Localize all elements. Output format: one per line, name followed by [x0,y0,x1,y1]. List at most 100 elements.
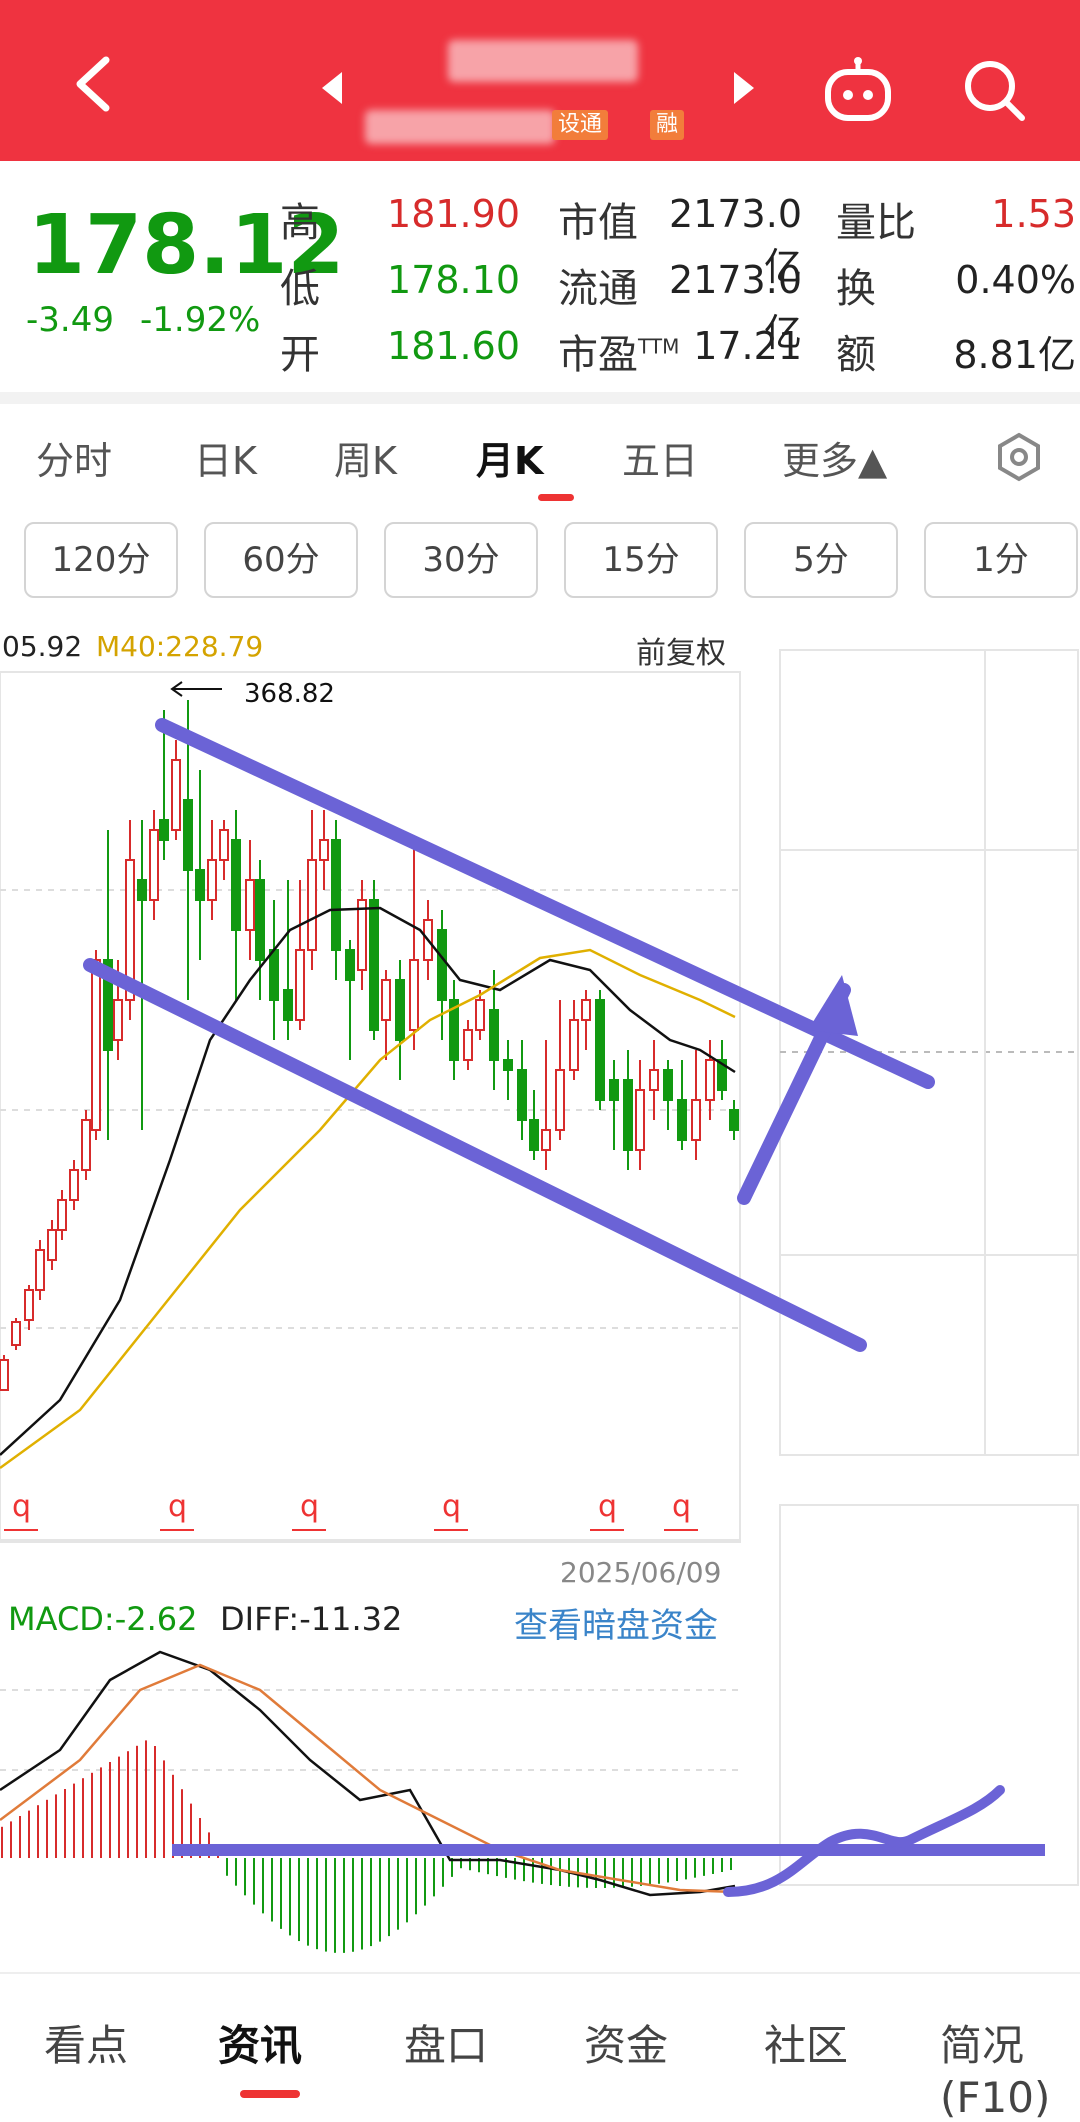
candle-body [463,1029,473,1061]
price-change-pct: -1.92% [140,300,261,340]
candle-body [529,1119,539,1151]
nav-item[interactable]: 资金 [584,2021,669,2070]
candle-body [503,1059,513,1071]
tag-connect: 设通 [552,110,609,140]
candle-body [595,999,605,1101]
prev-stock-icon[interactable] [318,70,346,106]
breakout-arrow-head [808,975,858,1036]
event-marker: q [598,1489,617,1524]
adjust-label[interactable]: 前复权 [636,636,726,671]
candle-body [0,1359,9,1391]
nav-item[interactable]: 简况(F10) [940,2021,1051,2122]
quote-label: 市值 [558,200,638,246]
max-price-label: 368.82 [244,679,335,709]
minute-button[interactable]: 120分 [24,522,178,598]
candle-body [395,979,405,1041]
event-marker: q [442,1489,461,1524]
candle-body [345,949,355,981]
quote-value: 178.10 [387,258,520,302]
tab-period[interactable]: 月K [476,439,544,483]
candle-body [47,1229,57,1261]
dea-line [0,1663,736,1894]
chart-date: 2025/06/09 [560,1556,722,1589]
candle-body [183,799,193,871]
price-change: -3.49 [26,300,114,340]
candle-body [357,899,367,971]
candle-body [569,1019,579,1071]
candle-body [717,1059,727,1091]
hexagon-settings-icon[interactable] [994,432,1044,482]
channel-upper-line [155,718,935,1089]
minute-button[interactable]: 30分 [384,522,538,598]
nav-item[interactable]: 看点 [44,2021,129,2070]
candle-body [295,949,305,1021]
tab-period[interactable]: 五日 [622,439,699,483]
stock-code-blurred [365,110,555,144]
dark-pool-link[interactable]: 查看暗盘资金 [514,1606,718,1646]
quote-label: 市盈TTM [558,332,680,378]
candle-body [541,1129,551,1151]
quote-label: 低 [280,266,320,312]
nav-item[interactable]: 盘口 [404,2021,489,2070]
candle-body [517,1069,527,1121]
nav-item[interactable]: 资讯 [218,2021,303,2070]
candle-body [195,869,205,901]
event-marker: q [168,1489,187,1524]
back-arrow-icon[interactable] [70,54,116,114]
candle-body [319,839,329,861]
nav-item[interactable]: 社区 [764,2021,849,2070]
candle-body [475,999,485,1031]
macd-label: MACD:-2.62 [8,1600,198,1638]
quote-label: 开 [280,332,320,378]
candle-body [409,959,419,1031]
event-marker: q [300,1489,319,1524]
candle-body [159,819,169,841]
minute-button[interactable]: 60分 [204,522,358,598]
bottom-nav-bar [0,1972,1080,2112]
quote-label: 换 [836,266,876,312]
tag-margin: 融 [650,110,685,140]
candle-body [231,839,241,931]
minute-button[interactable]: 1分 [924,522,1078,598]
ma40-line [0,948,736,1470]
max-arrow-head [170,681,183,697]
candle-body [691,1099,701,1141]
ma-left-label: 05.92 [2,630,83,663]
candle-body [705,1059,715,1101]
candle-body [649,1069,659,1091]
quote-value: 17.21 [693,324,802,368]
divider [0,392,1080,404]
candle-body [113,999,123,1041]
quote-value: 181.90 [387,192,520,236]
candle-body [149,829,159,901]
candle-body [489,1009,499,1061]
event-marker: q [12,1489,31,1524]
candle-body [663,1069,673,1101]
minute-button[interactable]: 5分 [744,522,898,598]
quote-value: 8.81亿 [953,333,1076,377]
minute-button[interactable]: 15分 [564,522,718,598]
channel-lower-line [83,958,867,1352]
tab-period[interactable]: 日K [194,439,257,483]
candle-body [449,999,459,1061]
candle-body [125,859,135,1001]
ma40-label: M40:228.79 [96,630,264,663]
tab-period[interactable]: 周K [334,439,397,483]
candle-body [269,949,279,1001]
next-stock-icon[interactable] [730,70,758,106]
tab-period[interactable]: 更多▲ [782,439,888,483]
robot-icon[interactable] [822,56,894,124]
nav-active-indicator [240,2090,300,2098]
search-icon[interactable] [960,56,1030,126]
candle-body [245,879,255,931]
candle-body [283,989,293,1021]
candle-body [729,1109,739,1131]
candle-body [69,1169,79,1201]
candle-body [137,879,147,901]
candle-body [91,959,101,1131]
candle-body [81,1119,91,1171]
candle-body [307,859,317,951]
tab-period[interactable]: 分时 [36,439,113,483]
stock-name-blurred [448,40,638,82]
